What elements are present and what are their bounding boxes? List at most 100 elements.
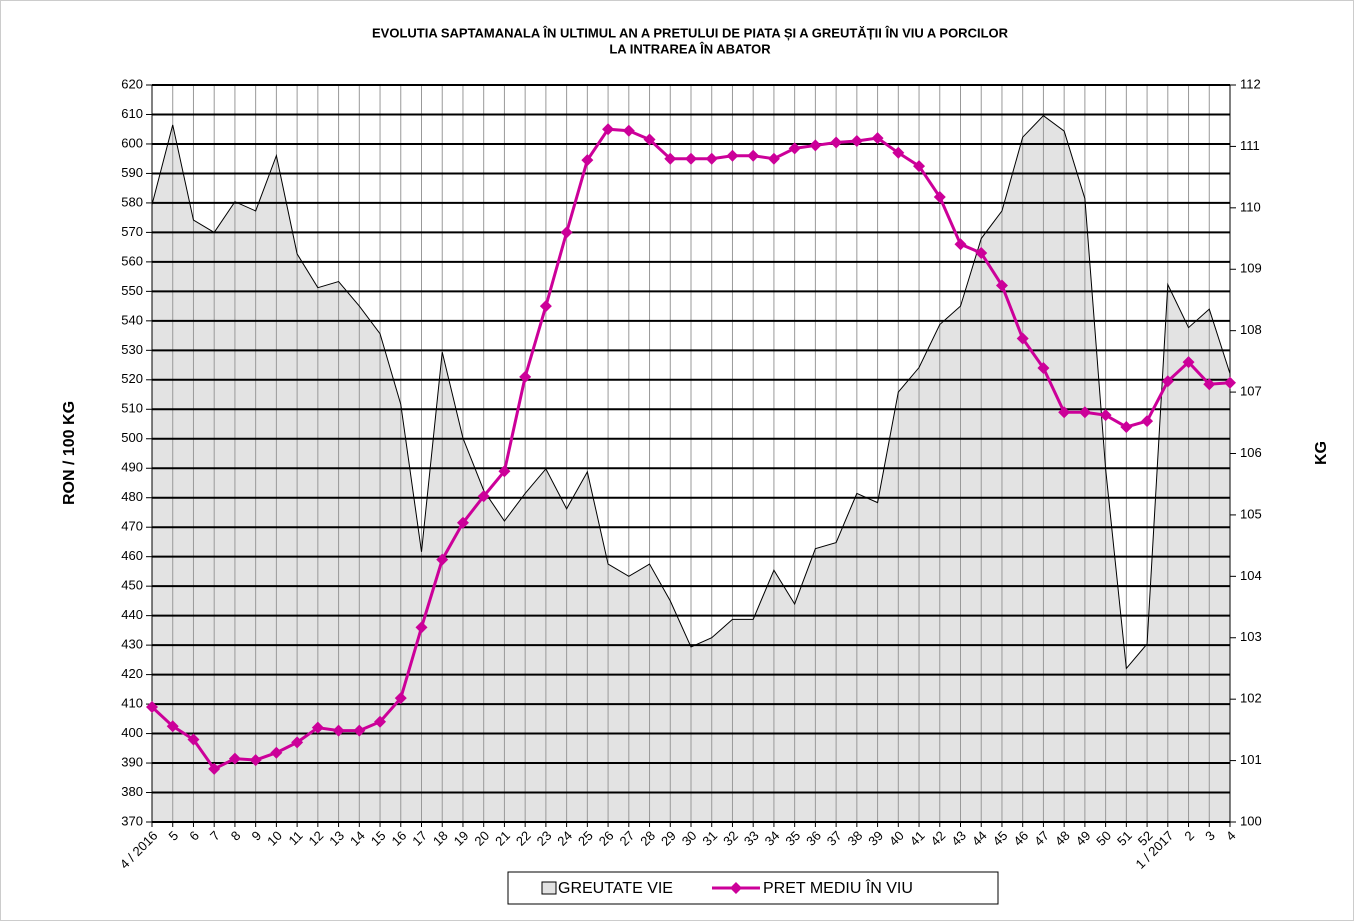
y2-tick-label: 104 — [1240, 568, 1262, 583]
marker — [1203, 378, 1216, 391]
y-tick-label: 440 — [121, 607, 143, 622]
y-tick-label: 620 — [121, 76, 143, 91]
marker — [726, 149, 739, 162]
y-axis-label: RON / 100 KG — [61, 401, 78, 505]
y2-tick-label: 109 — [1240, 261, 1262, 276]
y2-tick-label: 101 — [1240, 752, 1262, 767]
area-outline — [151, 115, 1231, 670]
marker — [809, 139, 822, 152]
marker — [228, 752, 241, 765]
legend-swatch — [729, 882, 742, 894]
marker — [498, 465, 511, 478]
y-tick-label: 530 — [121, 342, 143, 357]
marker — [643, 133, 656, 146]
marker — [332, 724, 345, 737]
legend-label: PRET MEDIU ÎN VIU — [763, 878, 913, 897]
y-tick-label: 390 — [121, 754, 143, 769]
y2-tick-label: 107 — [1240, 384, 1262, 399]
y2-tick-label: 108 — [1240, 322, 1262, 337]
marker — [602, 123, 615, 136]
y-tick-label: 380 — [121, 784, 143, 799]
y-tick-label: 500 — [121, 430, 143, 445]
marker — [581, 154, 594, 167]
marker — [767, 152, 780, 165]
marker — [747, 149, 760, 162]
marker — [166, 720, 179, 733]
y-tick-label: 430 — [121, 637, 143, 652]
marker — [622, 124, 635, 137]
y-tick-label: 590 — [121, 165, 143, 180]
marker — [291, 736, 304, 749]
y-tick-label: 450 — [121, 578, 143, 593]
y2-tick-label: 110 — [1240, 199, 1261, 214]
marker — [850, 135, 863, 148]
chart-title: EVOLUTIA SAPTAMANALA ÎN ULTIMUL AN A PRE… — [372, 25, 1009, 40]
marker — [1141, 415, 1154, 428]
marker — [1078, 406, 1091, 419]
marker — [415, 621, 428, 634]
y-tick-label: 540 — [121, 312, 143, 327]
marker — [1120, 420, 1133, 433]
marker — [539, 300, 552, 313]
y2-tick-label: 105 — [1240, 506, 1262, 521]
marker — [1224, 376, 1236, 389]
marker — [933, 191, 946, 204]
marker — [705, 152, 718, 165]
chart-title: LA INTRAREA ÎN ABATOR — [609, 41, 771, 56]
marker — [1037, 362, 1050, 375]
marker — [208, 762, 221, 775]
y-tick-label: 410 — [121, 696, 143, 711]
y2-tick-label: 100 — [1240, 813, 1262, 828]
y2-tick-label: 102 — [1240, 691, 1262, 706]
y-tick-label: 470 — [121, 519, 143, 534]
marker — [560, 226, 573, 239]
marker — [995, 279, 1008, 292]
marker — [394, 692, 407, 705]
marker — [456, 516, 469, 529]
y-tick-label: 400 — [121, 725, 143, 740]
marker — [311, 721, 324, 734]
y-tick-label: 510 — [121, 401, 143, 416]
marker — [871, 132, 884, 145]
y-tick-label: 580 — [121, 194, 143, 209]
y-tick-label: 480 — [121, 489, 143, 504]
marker — [1058, 406, 1071, 419]
legend: GREUTATE VIE PRET MEDIU ÎN VIU — [507, 871, 999, 905]
marker — [892, 146, 905, 159]
y2-axis-label: KG — [1313, 441, 1330, 465]
marker — [788, 142, 801, 155]
y-tick-label: 370 — [121, 813, 143, 828]
marker — [913, 160, 926, 173]
y2-tick-label: 106 — [1240, 445, 1262, 460]
legend-swatch — [541, 881, 557, 895]
marker — [353, 724, 366, 737]
y2-tick-label: 103 — [1240, 629, 1262, 644]
marker — [1161, 375, 1174, 388]
y-tick-label: 560 — [121, 253, 143, 268]
marker — [830, 136, 843, 149]
marker — [249, 754, 262, 767]
marker — [146, 701, 158, 714]
y-tick-label: 570 — [121, 224, 143, 239]
y-tick-label: 600 — [121, 135, 143, 150]
y-tick-label: 550 — [121, 283, 143, 298]
marker — [436, 553, 449, 566]
legend-label: GREUTATE VIE — [558, 880, 673, 897]
marker — [975, 247, 988, 260]
marker — [374, 715, 387, 728]
marker — [187, 733, 200, 746]
marker — [954, 238, 967, 251]
marker — [519, 370, 532, 383]
y2-tick-label: 112 — [1240, 76, 1261, 91]
marker — [1099, 409, 1112, 422]
y-tick-label: 610 — [121, 106, 143, 121]
y2-tick-label: 111 — [1240, 138, 1260, 153]
marker — [270, 746, 283, 759]
y-tick-label: 420 — [121, 666, 143, 681]
marker — [664, 152, 677, 165]
y-tick-label: 520 — [121, 371, 143, 386]
marker — [1182, 356, 1195, 369]
marker — [477, 490, 490, 503]
marker — [1016, 332, 1029, 345]
